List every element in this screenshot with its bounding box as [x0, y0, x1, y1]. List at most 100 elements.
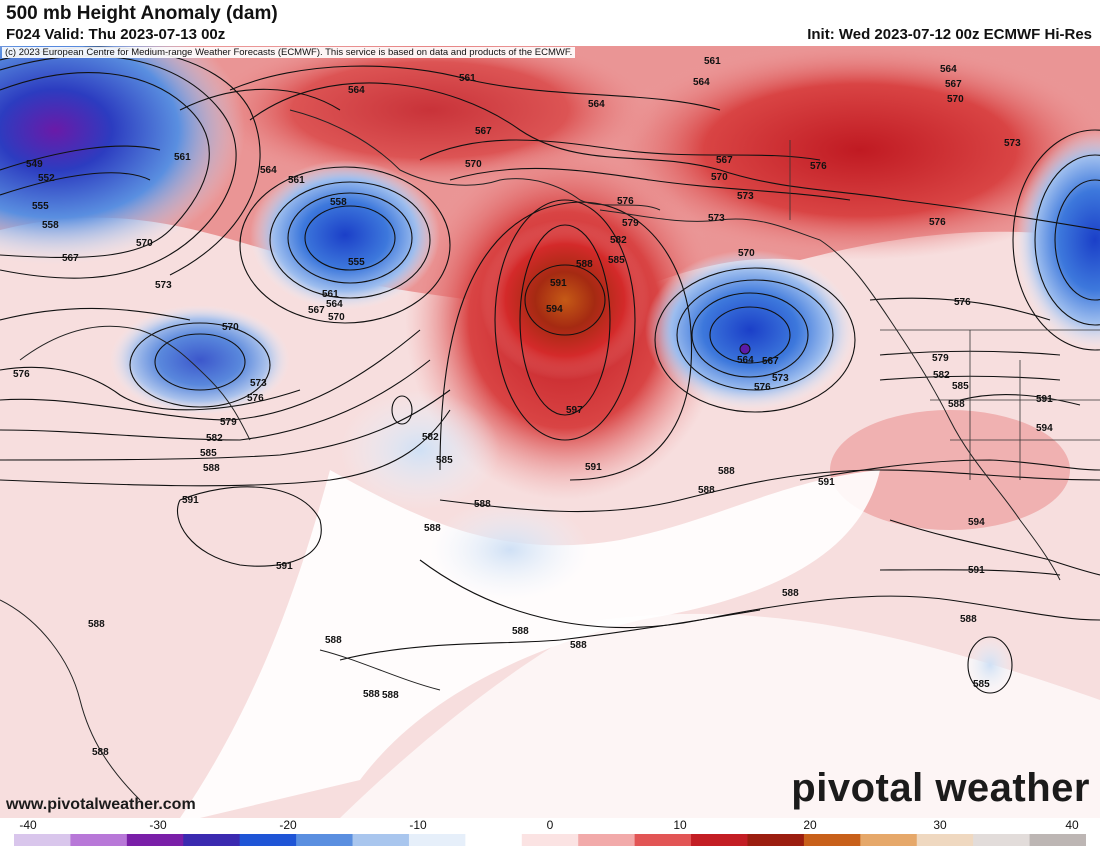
pacific-weak-trough: [340, 390, 500, 510]
colorbar-swatch: [973, 834, 1031, 846]
contour-585-hawaii-east: [967, 636, 1013, 694]
colorbar-tick: 20: [803, 818, 817, 832]
map-title: 500 mb Height Anomaly (dam): [6, 3, 278, 24]
contour-561-west: [179, 88, 341, 111]
colorbar-swatch: [803, 834, 861, 846]
contour-label: 573: [737, 191, 754, 202]
contour-label: 567: [945, 79, 962, 90]
contour-588-west: [0, 409, 451, 487]
contour-label: 591: [585, 462, 602, 473]
colorbar-swatch: [352, 834, 410, 846]
colorbar-tick: -10: [409, 818, 427, 832]
contour-siberia-2: [0, 55, 237, 279]
colorbar-tick: 40: [1065, 818, 1079, 832]
contour-576-east: [869, 297, 1051, 321]
contour-label: 588: [92, 747, 109, 758]
contour-579: [0, 329, 421, 421]
contour-label: 576: [13, 369, 30, 380]
contour-label: 570: [947, 94, 964, 105]
colorbar-tick: 0: [546, 818, 554, 832]
contour-label: 555: [32, 201, 49, 212]
contour-label: 570: [465, 159, 482, 170]
contour-label: 588: [960, 614, 977, 625]
contour-588-mid: [439, 469, 1100, 513]
map-header: 500 mb Height Anomaly (dam) F024 Valid: …: [0, 0, 1100, 46]
contour-siberia-5: [0, 172, 151, 196]
contour-label: 576: [810, 161, 827, 172]
colorbar-swatch: [521, 834, 579, 846]
contour-label: 588: [363, 689, 380, 700]
map-canvas: 561 561 561 561 561 564 564 564 564 564 …: [0, 46, 1100, 818]
contour-label: 558: [330, 197, 347, 208]
contour-label: 576: [247, 393, 264, 404]
contour-label: 591: [276, 561, 293, 572]
contour-label: 570: [738, 248, 755, 259]
maritime-asia-coast: [0, 599, 141, 801]
contour-goa-567: [691, 292, 809, 378]
gulf-of-alaska-low: [645, 250, 855, 410]
contour-label: 564: [693, 77, 710, 88]
central-ridge-core: [480, 220, 650, 380]
siberia-trough: [0, 46, 245, 265]
contour-label: 588: [512, 626, 529, 637]
contour-ridge-597: [519, 224, 611, 416]
contour-label: 582: [422, 432, 439, 443]
contour-siberia-1: [0, 72, 210, 259]
neutral-zone: [180, 470, 880, 818]
contour-kam-573: [129, 322, 271, 408]
colorbar-tick: -20: [279, 818, 297, 832]
contour-591-southeast: [879, 569, 1061, 576]
contour-label: 579: [622, 218, 639, 229]
contour-label: 570: [222, 322, 239, 333]
colorbar-swatch: [126, 834, 184, 846]
contour-label: 561: [174, 152, 191, 163]
contour-label: 570: [328, 312, 345, 323]
political-borders: [789, 140, 1100, 480]
contour-570-north: [449, 167, 851, 201]
contour-594-east: [889, 519, 1100, 576]
anomaly-colorbar: [14, 834, 1086, 846]
colorbar-swatch: [634, 834, 692, 846]
contour-goa-573: [654, 267, 856, 413]
contour-582-small: [391, 395, 413, 425]
colorbar-tick: 10: [673, 818, 687, 832]
contour-hudson-3: [1012, 129, 1100, 351]
contour-label: 588: [948, 399, 965, 410]
contour-label: 567: [716, 155, 733, 166]
contour-label: 561: [288, 175, 305, 186]
arctic-coastline: [289, 109, 661, 211]
contour-561-north: [229, 65, 721, 111]
contour-label: 567: [475, 126, 492, 137]
colorbar-swatch: [1029, 834, 1086, 846]
contour-label: 573: [708, 213, 725, 224]
colorbar-swatch: [860, 834, 918, 846]
colorbar-ticks: -40 -30 -20 -10 0 10 20 30 40: [0, 818, 1100, 834]
contour-ridge-591: [494, 199, 636, 441]
contour-label: 573: [155, 280, 172, 291]
contour-label: 561: [704, 56, 721, 67]
contour-kam-570: [154, 333, 246, 391]
contour-label: 591: [1036, 394, 1053, 405]
contour-label: 582: [610, 235, 627, 246]
contour-label: 552: [38, 173, 55, 184]
contour-label: 585: [973, 679, 990, 690]
colorbar-swatch: [70, 834, 128, 846]
contour-label: 570: [711, 172, 728, 183]
contour-label: 564: [737, 355, 754, 366]
contour-label: 573: [1004, 138, 1021, 149]
contour-hudson-1: [1054, 179, 1100, 301]
contour-label: 591: [818, 477, 835, 488]
contour-label: 564: [348, 85, 365, 96]
website-link[interactable]: www.pivotalweather.com: [6, 796, 196, 813]
contour-588-south: [419, 559, 1100, 628]
contour-label: 588: [382, 690, 399, 701]
contour-goa-564: [709, 306, 791, 364]
southern-neutral: [340, 613, 1100, 818]
contour-label: 579: [220, 417, 237, 428]
contour-585: [0, 389, 451, 461]
contour-591-pacific: [176, 486, 322, 567]
valid-time: F024 Valid: Thu 2023-07-13 00z: [6, 26, 226, 43]
contour-bering-561: [269, 181, 431, 299]
contour-label: 576: [929, 217, 946, 228]
contour-label: 549: [26, 159, 43, 170]
